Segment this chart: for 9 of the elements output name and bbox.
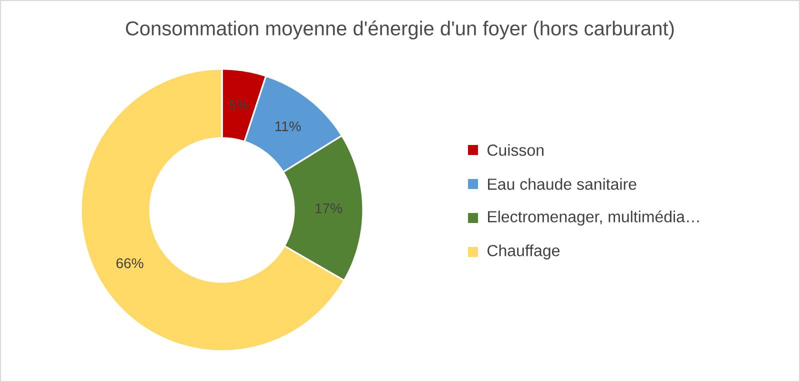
data-label: 66% [116,258,144,268]
data-label: 11% [275,121,301,132]
legend-label: Cuisson [488,144,544,156]
chart-title: Consommation moyenne d'énergie d'un foyer (hors carburant) [126,20,674,40]
data-label: 5% [229,100,248,110]
data-label: 17% [316,203,342,214]
legend-label: Chauffage [488,244,560,260]
legend-label: Eau chaude sanitaire [488,178,636,190]
legend-label: Electromenager, multimédia… [488,210,699,226]
